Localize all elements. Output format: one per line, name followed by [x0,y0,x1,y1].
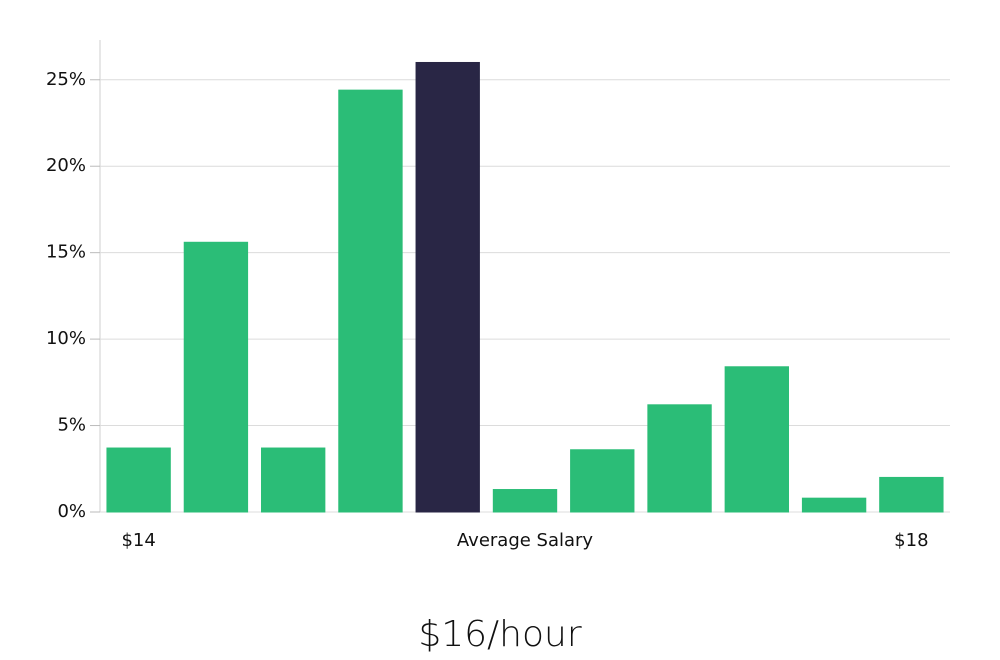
y-tick-label: 25% [46,69,86,90]
summary-title: $16/hour [418,614,582,655]
y-tick-label: 5% [57,415,86,436]
bar [183,241,249,513]
y-tick-label: 0% [57,501,86,522]
bar [261,447,326,513]
x-tick-label: $18 [894,530,928,551]
bar [415,61,480,513]
bar [801,497,867,513]
y-tick-label: 10% [46,328,86,349]
bar [647,404,712,513]
y-tick-label: 20% [46,155,86,176]
bar [879,476,944,513]
bar [106,447,171,513]
bar [492,489,558,513]
x-tick-label: Average Salary [457,530,594,551]
bar [724,366,789,513]
bar [338,89,403,513]
x-tick-label: $14 [121,530,155,551]
bar [570,449,635,513]
y-tick-label: 15% [46,242,86,263]
